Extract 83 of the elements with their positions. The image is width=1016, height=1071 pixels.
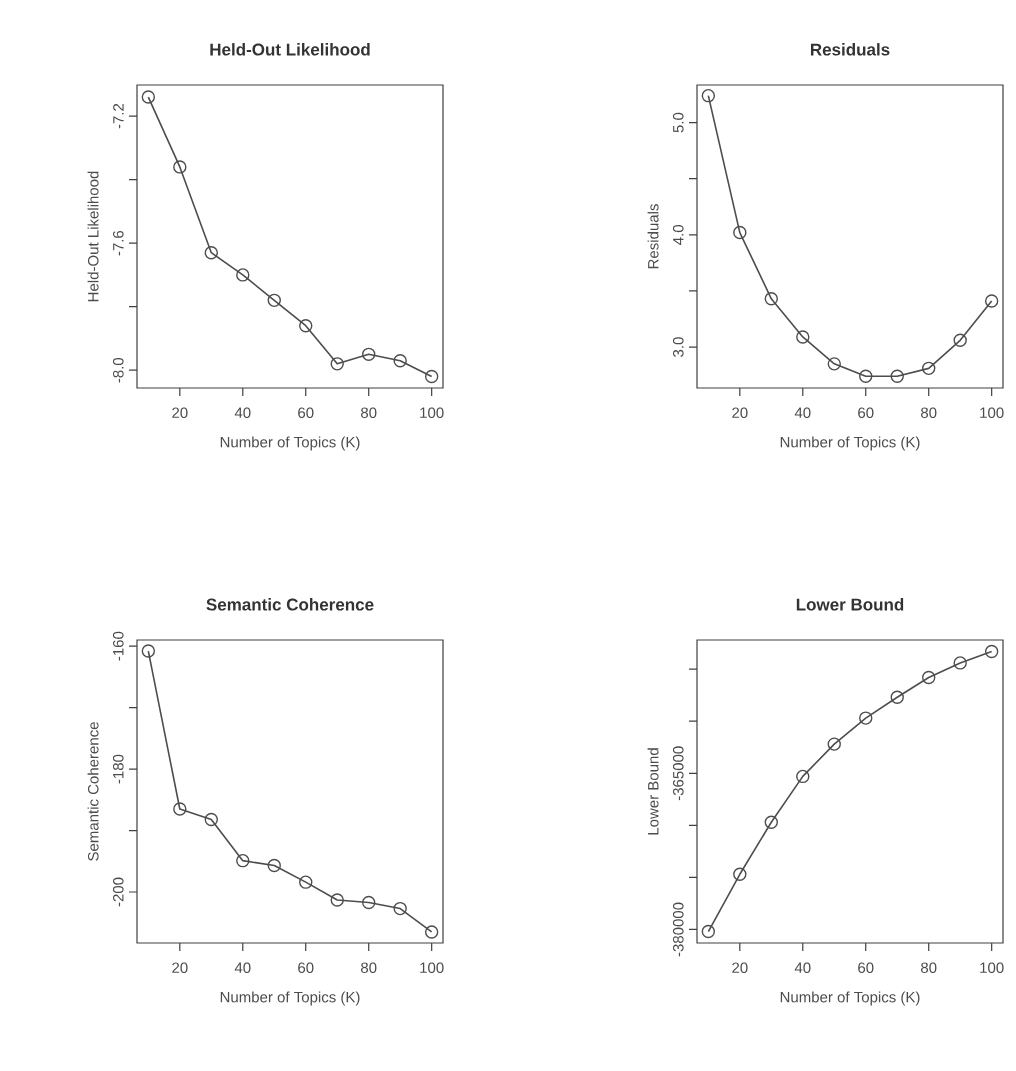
x-tick-label: 100 [420, 962, 444, 974]
point [796, 769, 810, 784]
point [267, 858, 281, 873]
point [173, 802, 187, 816]
point [424, 369, 439, 384]
point [393, 901, 407, 916]
point [299, 319, 313, 333]
point [890, 690, 904, 704]
y-tick-label: -8.0 [112, 357, 124, 383]
point [796, 330, 810, 344]
point [733, 867, 747, 881]
chart-title: Held-Out Likelihood [210, 43, 370, 56]
point [984, 294, 999, 308]
point [362, 347, 376, 362]
point [859, 369, 873, 383]
point [984, 644, 999, 659]
x-axis-title: Number of Topics (K) [780, 991, 920, 1006]
x-tick-label: 60 [298, 962, 314, 974]
point [701, 88, 716, 103]
point [827, 737, 841, 751]
y-tick-label: -7.2 [113, 103, 124, 129]
y-tick-label: -160 [112, 631, 124, 661]
x-tick-label: 20 [172, 962, 188, 974]
point [922, 670, 936, 685]
chart-title: Lower Bound [796, 598, 904, 611]
y-tick-label: -380000 [672, 902, 684, 957]
x-tick-label: 20 [732, 407, 748, 419]
point [393, 353, 407, 368]
x-tick-label: 80 [361, 962, 377, 974]
y-tick-label: 5.0 [672, 112, 684, 133]
x-tick-label: 20 [172, 407, 188, 419]
point [859, 711, 873, 725]
x-tick-label: 40 [794, 407, 811, 419]
x-axis-title: Number of Topics (K) [780, 436, 920, 451]
point [173, 160, 187, 174]
y-axis-title: Semantic Coherence [87, 722, 99, 861]
point [141, 644, 156, 658]
x-tick-label: 60 [858, 407, 874, 419]
y-axis-title: Residuals [647, 204, 659, 269]
x-tick-label: 40 [234, 407, 251, 419]
point [764, 292, 778, 306]
point [362, 895, 376, 910]
point [204, 245, 218, 260]
x-tick-label: 20 [732, 962, 748, 974]
y-axis-title: Held-Out Likelihood [87, 171, 99, 302]
point [236, 268, 250, 282]
y-tick-label: -7.6 [112, 230, 124, 256]
point [141, 90, 156, 104]
point [299, 875, 313, 889]
point [953, 656, 967, 670]
x-tick-label: 80 [921, 407, 937, 419]
y-tick-label: -180 [112, 754, 124, 784]
point [236, 853, 250, 868]
x-tick-label: 80 [361, 407, 377, 419]
point [330, 357, 344, 371]
point [330, 893, 344, 907]
x-tick-label: 40 [794, 962, 811, 974]
y-tick-label: 3.0 [672, 337, 684, 357]
x-axis-title: Number of Topics (K) [220, 436, 360, 451]
x-tick-label: 100 [980, 407, 1004, 419]
y-tick-label: 4.0 [672, 224, 684, 245]
point [764, 815, 778, 829]
point [424, 925, 439, 939]
point [267, 293, 281, 308]
point [953, 333, 967, 347]
x-tick-label: 40 [234, 962, 251, 974]
y-tick-label: -200 [112, 877, 124, 907]
chart-title: Residuals [810, 43, 890, 56]
y-tick-label: -365000 [672, 746, 684, 801]
point [890, 369, 904, 383]
x-tick-label: 80 [921, 962, 937, 974]
x-tick-label: 60 [858, 962, 874, 974]
point [701, 924, 716, 939]
point [733, 225, 747, 240]
chart-title: Semantic Coherence [206, 598, 374, 611]
x-tick-label: 100 [980, 962, 1004, 974]
point [922, 361, 936, 376]
point [827, 357, 841, 371]
x-tick-label: 100 [420, 407, 444, 419]
y-axis-title: Lower Bound [647, 748, 659, 835]
x-axis-title: Number of Topics (K) [220, 991, 360, 1006]
point [204, 812, 218, 827]
x-tick-label: 60 [298, 407, 314, 419]
